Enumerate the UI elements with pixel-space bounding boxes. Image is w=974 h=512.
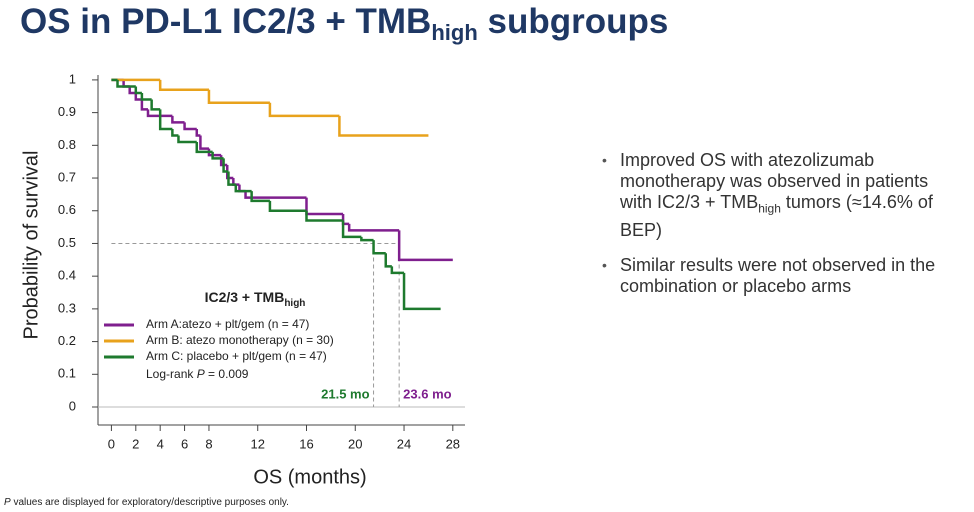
x-tick-label: 4 xyxy=(157,436,164,451)
slide-title: OS in PD-L1 IC2/3 + TMBhigh subgroups xyxy=(20,2,668,45)
x-tick-label: 8 xyxy=(205,436,212,451)
footnote: P values are displayed for exploratory/d… xyxy=(4,497,289,508)
title-text: OS in PD-L1 IC2/3 + TMB xyxy=(20,2,431,41)
y-tick-label: 0.5 xyxy=(58,235,76,250)
bullet-text: Similar results were not observed in the… xyxy=(620,254,936,296)
km-step xyxy=(250,191,270,203)
bullet-text: tumors (≈14.6% of BEP) xyxy=(620,192,933,240)
km-step xyxy=(134,92,142,101)
km-step xyxy=(158,79,209,91)
bullet: Similar results were not observed in the… xyxy=(600,255,960,297)
y-axis-label: Probability of survival xyxy=(20,151,42,340)
footnote-text: P xyxy=(4,497,11,508)
median-label: 23.6 mo xyxy=(403,386,451,401)
title-text: subgroups xyxy=(478,2,669,41)
km-step xyxy=(140,92,152,101)
median-label: 21.5 mo xyxy=(321,386,369,401)
legend-label: Arm A:atezo + plt/gem (n = 47) xyxy=(146,317,309,331)
km-step xyxy=(140,99,148,111)
y-tick-label: 0.6 xyxy=(58,202,76,217)
y-tick-label: 0 xyxy=(69,398,76,413)
y-tick-label: 0.9 xyxy=(58,104,76,119)
x-tick-label: 6 xyxy=(181,436,188,451)
x-tick-label: 24 xyxy=(397,436,411,451)
bullet-text: Improved OS with atezolizumab monotherap… xyxy=(620,150,929,212)
logrank-text: Log-rank xyxy=(146,367,197,381)
legend-title: IC2/3 + TMBhigh xyxy=(205,289,306,309)
km-step xyxy=(390,266,405,275)
legend-label: Arm B: atezo monotherapy (n = 30) xyxy=(146,333,334,347)
km-step xyxy=(177,135,197,144)
x-tick-label: 0 xyxy=(108,436,115,451)
km-step xyxy=(402,272,441,311)
bullet-list: Improved OS with atezolizumab monotherap… xyxy=(600,150,960,311)
km-step xyxy=(347,223,400,232)
legend-title-text: IC2/3 + TMB xyxy=(205,289,285,305)
km-step xyxy=(338,115,429,137)
km-step xyxy=(268,102,340,118)
logrank: Log-rank P = 0.009 xyxy=(146,367,249,381)
x-tick-label: 28 xyxy=(446,436,460,451)
y-tick-label: 0.4 xyxy=(58,268,76,283)
km-step xyxy=(134,86,142,95)
km-step xyxy=(227,171,236,186)
km-step xyxy=(244,191,307,199)
km-step xyxy=(372,240,386,255)
title-subscript: high xyxy=(431,20,477,45)
km-step xyxy=(158,109,173,131)
km-step xyxy=(384,253,392,268)
km-step xyxy=(195,128,201,137)
x-tick-label: 20 xyxy=(348,436,362,451)
km-step xyxy=(183,122,197,131)
km-step xyxy=(207,89,270,105)
km-step xyxy=(305,197,344,216)
km-step xyxy=(305,210,344,222)
y-tick-label: 0.8 xyxy=(58,137,76,152)
km-step xyxy=(199,135,209,150)
km-step xyxy=(195,142,213,154)
y-tick-label: 0.2 xyxy=(58,333,76,348)
bullet: Improved OS with atezolizumab monotherap… xyxy=(600,150,960,241)
x-tick-label: 12 xyxy=(250,436,264,451)
y-tick-label: 0.1 xyxy=(58,366,76,381)
logrank-text: P xyxy=(197,367,205,381)
km-step xyxy=(116,79,136,88)
km-step xyxy=(222,158,229,173)
logrank-text: = 0.009 xyxy=(205,367,249,381)
y-tick-label: 1 xyxy=(69,71,76,86)
bullet-subscript: high xyxy=(758,201,781,216)
y-tick-label: 0.7 xyxy=(58,169,76,184)
km-step xyxy=(397,230,453,262)
footnote-text: values are displayed for exploratory/des… xyxy=(10,497,289,508)
km-step xyxy=(234,184,252,193)
km-step xyxy=(268,200,307,212)
x-axis-label: OS (months) xyxy=(253,466,366,488)
legend-label: Arm C: placebo + plt/gem (n = 47) xyxy=(146,349,327,363)
legend-title-subscript: high xyxy=(284,298,305,309)
x-tick-label: 2 xyxy=(132,436,139,451)
km-step xyxy=(128,86,136,95)
km-step xyxy=(171,128,179,137)
y-tick-label: 0.3 xyxy=(58,300,76,315)
km-step xyxy=(211,151,224,160)
km-step xyxy=(150,99,161,111)
x-tick-label: 16 xyxy=(299,436,313,451)
km-step xyxy=(360,236,374,242)
km-step xyxy=(341,220,362,239)
km-step xyxy=(146,109,173,118)
km-step xyxy=(171,115,185,124)
